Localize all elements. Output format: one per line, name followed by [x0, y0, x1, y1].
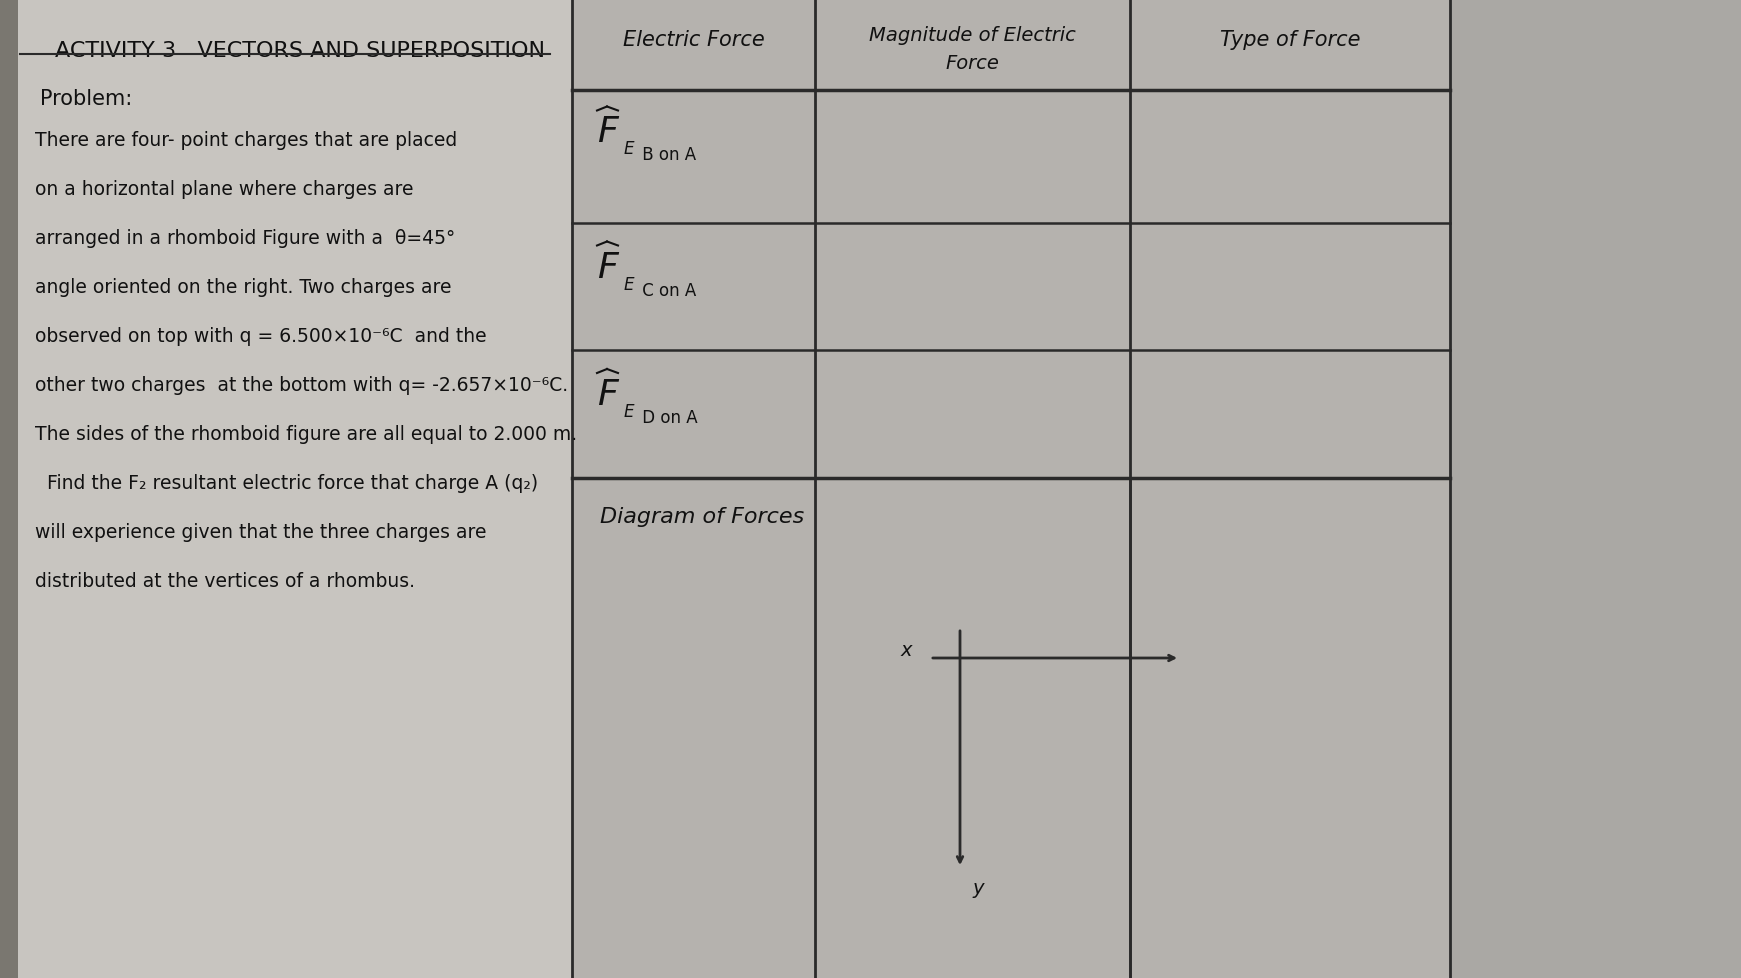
- Text: on a horizontal plane where charges are: on a horizontal plane where charges are: [35, 180, 414, 199]
- Text: There are four- point charges that are placed: There are four- point charges that are p…: [35, 131, 458, 150]
- Text: will experience given that the three charges are: will experience given that the three cha…: [35, 522, 486, 542]
- Text: Magnitude of Electric: Magnitude of Electric: [869, 26, 1076, 45]
- Bar: [0, 0, 17, 978]
- Text: other two charges  at the bottom with q= -2.657×10⁻⁶C.: other two charges at the bottom with q= …: [35, 376, 568, 394]
- Text: Problem:: Problem:: [40, 89, 132, 109]
- Text: y: y: [971, 878, 984, 898]
- Text: The sides of the rhomboid figure are all equal to 2.000 m.: The sides of the rhomboid figure are all…: [35, 424, 576, 444]
- Bar: [1450, 0, 1741, 978]
- Text: C on A: C on A: [637, 282, 696, 299]
- Text: F: F: [597, 378, 618, 412]
- Text: ACTIVITY 3   VECTORS AND SUPERPOSITION: ACTIVITY 3 VECTORS AND SUPERPOSITION: [56, 41, 545, 61]
- Text: angle oriented on the right. Two charges are: angle oriented on the right. Two charges…: [35, 278, 451, 296]
- Text: D on A: D on A: [637, 409, 698, 426]
- Bar: [17, 0, 573, 978]
- Text: F: F: [597, 115, 618, 150]
- Text: Force: Force: [945, 54, 999, 73]
- Text: E: E: [623, 275, 634, 293]
- Text: Find the F₂ resultant electric force that charge A (q₂): Find the F₂ resultant electric force tha…: [35, 473, 538, 493]
- Bar: [573, 0, 1741, 978]
- Text: distributed at the vertices of a rhombus.: distributed at the vertices of a rhombus…: [35, 571, 414, 591]
- Text: F: F: [597, 250, 618, 285]
- Text: observed on top with q = 6.500×10⁻⁶C  and the: observed on top with q = 6.500×10⁻⁶C and…: [35, 327, 487, 345]
- Text: Type of Force: Type of Force: [1220, 30, 1360, 51]
- Text: arranged in a rhomboid Figure with a  θ=45°: arranged in a rhomboid Figure with a θ=4…: [35, 229, 454, 247]
- Text: E: E: [623, 141, 634, 158]
- Text: Electric Force: Electric Force: [623, 30, 764, 51]
- Text: B on A: B on A: [637, 147, 696, 164]
- Text: E: E: [623, 403, 634, 421]
- Text: Diagram of Forces: Diagram of Forces: [601, 507, 804, 526]
- Text: x: x: [900, 641, 912, 660]
